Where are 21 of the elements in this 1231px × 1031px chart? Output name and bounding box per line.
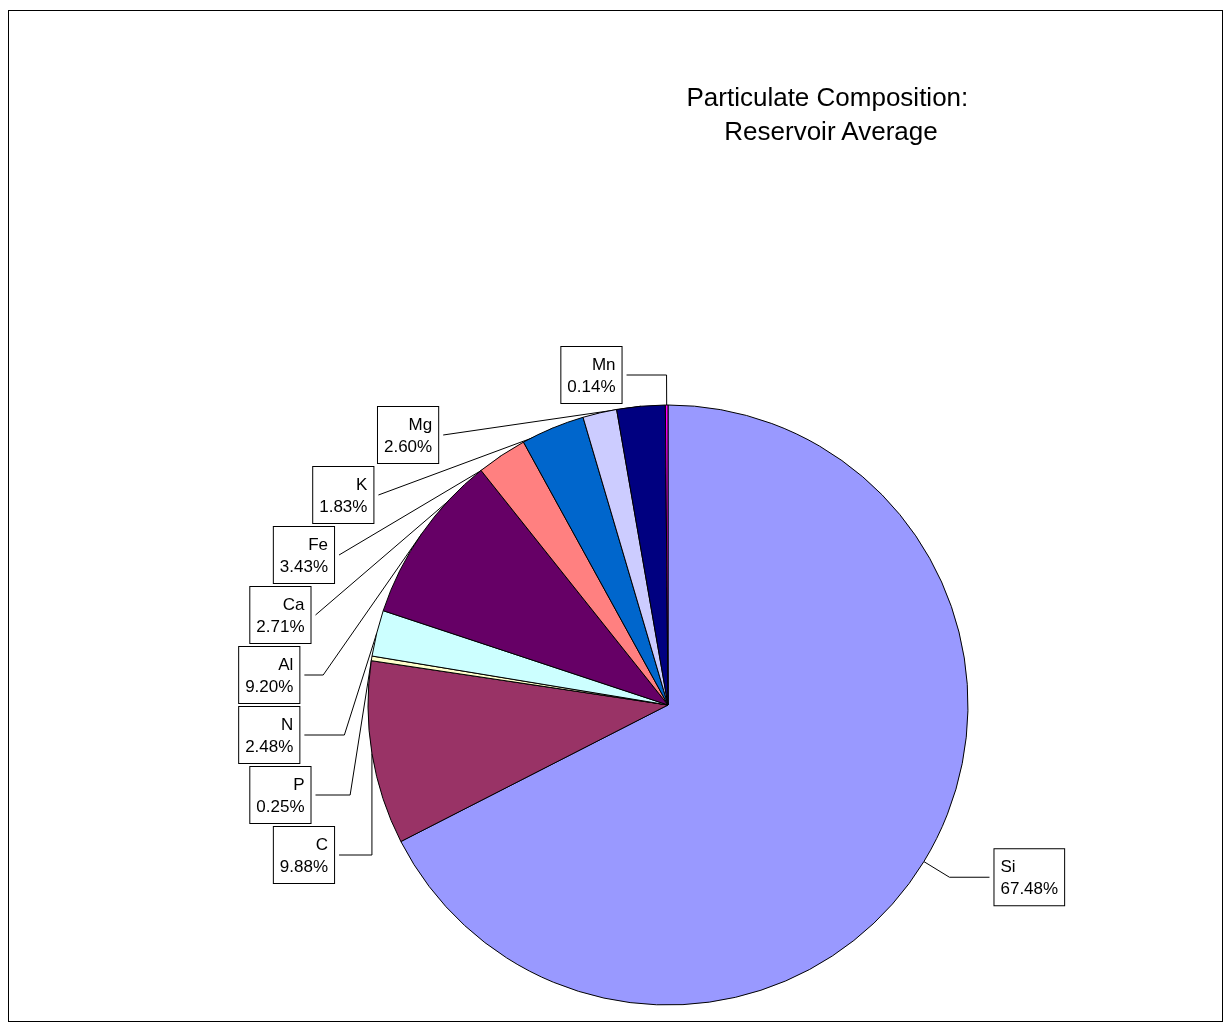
data-label: 3.43% (279, 556, 329, 576)
data-label: 2.71% (256, 616, 305, 636)
slice-label: Mg (408, 414, 433, 434)
slice-label: C (315, 834, 329, 854)
data-label: 9.88% (279, 856, 329, 876)
slice-label: Mn (591, 354, 616, 374)
data-label: 9.20% (245, 676, 294, 696)
data-label: 2.60% (383, 436, 433, 456)
slice-label: N (281, 714, 294, 734)
chart-title: Particulate Composition: Reservoir Average (686, 82, 976, 146)
slice-label: Fe (308, 534, 329, 554)
slice-label: P (293, 774, 305, 794)
data-label: 1.83% (319, 496, 368, 516)
data-label: 0.14% (567, 376, 616, 396)
slice-label: K (356, 474, 369, 494)
slice-label: Ca (282, 594, 306, 614)
slice-label: Al (278, 654, 294, 674)
data-label: 2.48% (245, 736, 294, 756)
data-label: 0.25% (256, 796, 305, 816)
slice-label: Si (1000, 856, 1016, 876)
data-label: 67.48% (1000, 878, 1059, 898)
